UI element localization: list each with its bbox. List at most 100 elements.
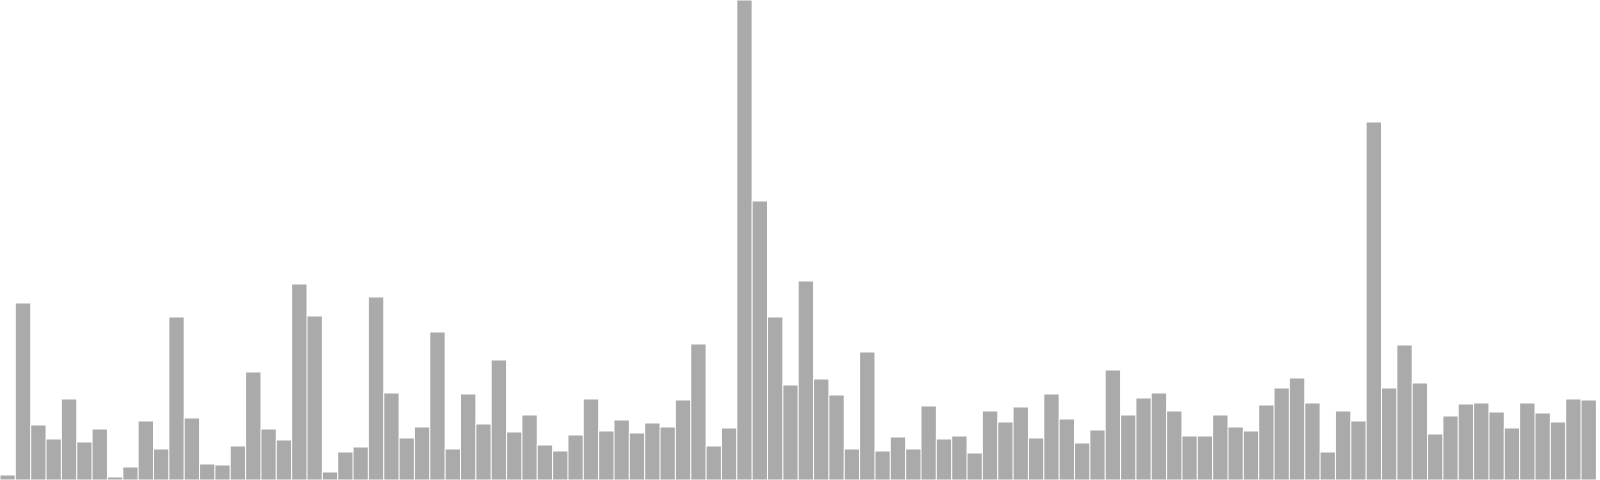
bar-12 xyxy=(183,417,201,480)
bar-65 xyxy=(997,421,1014,480)
bar-95 xyxy=(1457,403,1475,480)
bar-10 xyxy=(153,448,170,480)
bar-21 xyxy=(321,471,339,480)
bar-82 xyxy=(1258,404,1275,480)
bar-23 xyxy=(352,446,369,480)
bar-20 xyxy=(306,315,323,480)
bar-96 xyxy=(1473,402,1490,480)
bar-46 xyxy=(705,445,722,480)
bar-17 xyxy=(260,428,277,480)
bar-26 xyxy=(398,437,415,480)
bar-40 xyxy=(613,419,630,480)
bar-18 xyxy=(275,439,293,480)
bar-44 xyxy=(674,399,692,480)
bar-22 xyxy=(337,451,354,480)
bar-3 xyxy=(45,438,62,480)
bar-62 xyxy=(951,435,968,480)
bar-78 xyxy=(1196,435,1214,480)
bar-84 xyxy=(1288,377,1306,480)
bar-37 xyxy=(567,434,584,480)
bar-24 xyxy=(367,296,385,480)
bar-6 xyxy=(91,428,108,480)
bar-16 xyxy=(245,371,262,480)
bar-100 xyxy=(1534,412,1551,480)
bar-91 xyxy=(1396,344,1413,480)
bar-57 xyxy=(874,450,891,480)
bar-5 xyxy=(76,441,93,480)
bar-81 xyxy=(1242,430,1260,480)
bar-93 xyxy=(1427,433,1444,480)
bar-8 xyxy=(122,466,139,480)
bar-85 xyxy=(1304,402,1321,480)
bar-79 xyxy=(1212,414,1229,480)
bar-41 xyxy=(628,432,646,480)
bar-102 xyxy=(1565,398,1582,480)
bar-48 xyxy=(736,0,753,480)
bar-60 xyxy=(920,405,937,480)
bar-14 xyxy=(214,464,231,480)
bar-11 xyxy=(168,316,185,480)
bar-38 xyxy=(582,398,600,480)
bar-0 xyxy=(0,474,16,480)
bar-83 xyxy=(1273,387,1290,480)
bar-4 xyxy=(60,398,78,480)
bar-63 xyxy=(966,452,983,480)
bar-86 xyxy=(1319,451,1336,480)
bar-43 xyxy=(659,426,676,480)
bar-54 xyxy=(828,394,845,480)
bar-33 xyxy=(506,431,523,480)
bar-2 xyxy=(30,424,47,480)
bar-68 xyxy=(1043,393,1060,480)
bar-42 xyxy=(644,422,661,480)
bar-89 xyxy=(1365,121,1383,480)
bar-67 xyxy=(1027,437,1045,480)
bar-19 xyxy=(291,283,308,480)
bar-49 xyxy=(751,200,769,480)
bar-90 xyxy=(1381,387,1398,480)
bar-51 xyxy=(782,384,799,480)
bar-35 xyxy=(536,444,554,480)
bar-97 xyxy=(1488,411,1505,480)
bar-15 xyxy=(229,445,247,480)
bar-53 xyxy=(813,378,830,480)
bar-30 xyxy=(460,393,477,480)
bar-64 xyxy=(981,410,999,480)
bar-73 xyxy=(1120,414,1137,480)
bar-47 xyxy=(720,427,738,480)
bar-80 xyxy=(1227,426,1244,480)
bar-66 xyxy=(1012,406,1029,480)
bar-31 xyxy=(475,423,492,480)
bar-1 xyxy=(14,302,32,480)
bar-98 xyxy=(1503,427,1521,480)
bar-36 xyxy=(552,450,569,480)
bar-39 xyxy=(598,430,615,480)
bar-34 xyxy=(521,414,538,480)
bar-92 xyxy=(1411,382,1429,480)
bar-56 xyxy=(859,351,876,480)
bar-58 xyxy=(889,436,907,480)
bar-71 xyxy=(1089,429,1106,480)
bar-87 xyxy=(1334,410,1352,480)
bar-13 xyxy=(199,463,216,480)
bar-55 xyxy=(843,448,861,480)
bar-32 xyxy=(490,359,508,480)
bar-99 xyxy=(1519,402,1536,480)
bar-27 xyxy=(413,426,431,480)
bar-61 xyxy=(935,438,953,480)
bar-74 xyxy=(1135,397,1152,480)
bar-88 xyxy=(1350,420,1367,480)
bar-70 xyxy=(1074,442,1091,480)
bar-103 xyxy=(1580,399,1597,480)
bar-77 xyxy=(1181,435,1198,480)
bar-52 xyxy=(797,280,815,480)
bar-75 xyxy=(1150,392,1168,480)
bar-29 xyxy=(444,448,461,480)
bar-9 xyxy=(137,420,154,480)
bar-50 xyxy=(767,316,784,480)
bar-45 xyxy=(690,343,707,480)
bar-76 xyxy=(1166,410,1183,480)
bar-69 xyxy=(1058,418,1076,480)
bar-94 xyxy=(1442,415,1459,480)
